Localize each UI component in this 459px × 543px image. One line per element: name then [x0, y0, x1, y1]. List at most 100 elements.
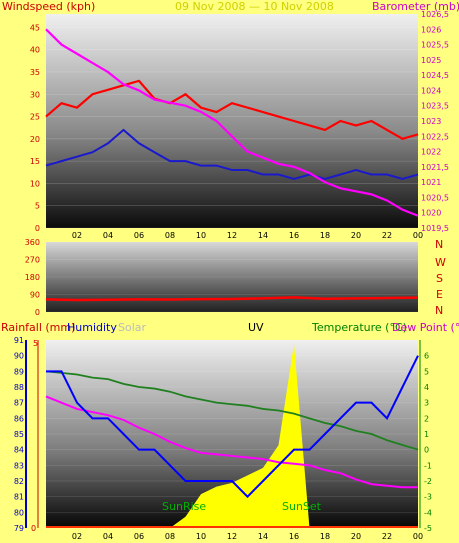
humidity-y-tick: 86 [14, 414, 24, 423]
baro-y-tick: 1021,5 [421, 163, 449, 172]
compass-n-bottom: N [435, 304, 443, 317]
wind-y-tick: 15 [30, 157, 40, 166]
temperature-y-tick: -4 [424, 508, 432, 517]
baro-y-tick: 1020,5 [421, 193, 449, 202]
rain-y-tick: 0 [31, 524, 36, 533]
temp-x-tick: 12 [227, 532, 237, 541]
humidity-y-tick: 81 [14, 493, 24, 502]
temp-x-tick: 22 [382, 532, 392, 541]
temperature-label: Temperature (°C) [311, 321, 407, 334]
temperature-y-tick: 1 [424, 430, 429, 439]
wind-y-tick: 40 [30, 46, 40, 55]
temp-x-tick: 00 [413, 532, 423, 541]
compass-w: W [435, 256, 446, 269]
sunrise-label: SunRise [162, 500, 206, 513]
humidity-y-tick: 84 [14, 446, 24, 455]
wind-gust-line [45, 79, 419, 141]
compass-n-top: N [435, 238, 443, 251]
rain-y-tick: 5 [33, 339, 38, 348]
temperature-y-tick: 4 [424, 383, 429, 392]
wind-y-tick: 5 [35, 202, 40, 211]
humidity-y-tick: 79 [14, 524, 24, 533]
temp-x-tick: 06 [134, 532, 144, 541]
baro-y-tick: 1020 [421, 209, 441, 218]
wind-y-tick: 45 [30, 23, 40, 32]
temp-x-tick: 16 [289, 532, 299, 541]
wind-y-tick: 35 [30, 68, 40, 77]
temperature-y-tick: -5 [424, 524, 432, 533]
baro-y-tick: 1026,5 [421, 10, 449, 19]
wind-x-tick: 22 [382, 231, 392, 240]
temp-x-tick: 10 [196, 532, 206, 541]
wind-x-tick: 14 [258, 231, 268, 240]
direction-y-tick: 180 [25, 273, 40, 282]
direction-y-tick: 360 [25, 238, 40, 247]
humidity-y-tick: 80 [14, 508, 24, 517]
temperature-y-tick: 0 [424, 446, 429, 455]
baro-y-tick: 1023,5 [421, 102, 449, 111]
temp-x-tick: 08 [165, 532, 175, 541]
windspeed-axis-label: Windspeed (kph) [2, 0, 95, 13]
temperature-y-tick: 6 [424, 352, 429, 361]
baro-y-tick: 1022,5 [421, 132, 449, 141]
temperature-line [45, 370, 419, 451]
wind-x-tick: 20 [351, 231, 361, 240]
humidity-y-tick: 88 [14, 383, 24, 392]
wind-x-tick: 04 [103, 231, 113, 240]
baro-y-tick: 1024,5 [421, 71, 449, 80]
direction-y-tick: 0 [35, 308, 40, 317]
barometer-axis-label: Barometer (mb) [372, 0, 459, 13]
temp-x-tick: 18 [320, 532, 330, 541]
wind-plot-area [46, 14, 418, 228]
dewpoint-label: Dew Point (°C [392, 321, 459, 334]
solar-area [46, 343, 418, 528]
wind-x-tick: 02 [72, 231, 82, 240]
humidity-y-tick: 82 [14, 477, 24, 486]
wind-direction-line [45, 296, 419, 302]
uv-label: UV [248, 321, 264, 334]
direction-y-tick: 270 [25, 256, 40, 265]
wind-x-tick: 00 [413, 231, 423, 240]
temperature-y-tick: -1 [424, 461, 432, 470]
temp-x-tick: 14 [258, 532, 268, 541]
temperature-y-tick: 3 [424, 399, 429, 408]
wind-x-tick: 08 [165, 231, 175, 240]
baro-y-tick: 1025 [421, 56, 441, 65]
compass-e: E [436, 288, 443, 301]
temperature-y-tick: -3 [424, 493, 432, 502]
humidity-line [46, 355, 419, 499]
temp-x-tick: 20 [351, 532, 361, 541]
direction-y-tick: 90 [30, 291, 40, 300]
compass-s: S [436, 272, 443, 285]
wind-x-tick: 10 [196, 231, 206, 240]
baro-y-tick: 1025,5 [421, 41, 449, 50]
dewpoint-line [45, 395, 418, 489]
temp-x-tick: 02 [72, 532, 82, 541]
wind-y-tick: 20 [30, 135, 40, 144]
humidity-y-tick: 89 [14, 367, 24, 376]
temperature-y-tick: 5 [424, 367, 429, 376]
humidity-y-tick: 83 [14, 461, 24, 470]
humidity-y-tick: 85 [14, 430, 24, 439]
humidity-y-tick: 87 [14, 399, 24, 408]
sunset-label: SunSet [282, 500, 322, 513]
barometer-line [45, 28, 419, 217]
wind-y-tick: 10 [30, 179, 40, 188]
wind-x-tick: 16 [289, 231, 299, 240]
baro-y-tick: 1019,5 [421, 224, 449, 233]
humidity-y-tick: 91 [14, 336, 24, 345]
temperature-y-tick: -2 [424, 477, 432, 486]
humidity-label: Humidity [67, 321, 117, 334]
wind-x-tick: 12 [227, 231, 237, 240]
baro-y-tick: 1026 [421, 25, 441, 34]
baro-y-tick: 1022 [421, 148, 441, 157]
wind-average-line [45, 128, 419, 180]
wind-y-tick: 30 [30, 90, 40, 99]
baro-y-tick: 1023 [421, 117, 441, 126]
temp-x-tick: 04 [103, 532, 113, 541]
rainfall-label: Rainfall (mm) [1, 321, 75, 334]
humidity-y-tick: 90 [14, 352, 24, 361]
wind-x-tick: 06 [134, 231, 144, 240]
timestamp-label: 09 Nov 2008 — 10 Nov 2008 [175, 0, 334, 13]
